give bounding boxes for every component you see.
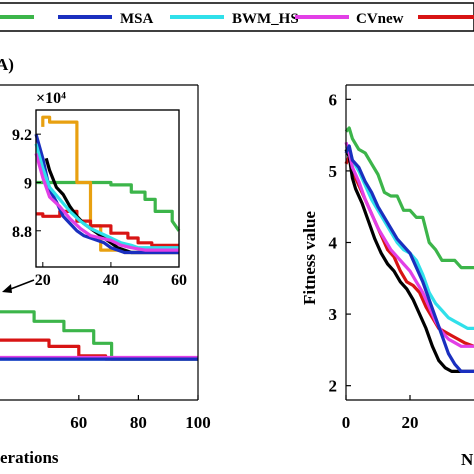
panel-a-plot-area [0,310,198,361]
panel-b-series-line-3 [344,144,474,330]
panel-b-x-ticks: 0 20 [342,395,419,432]
panel-a-x-tick-label: 60 [70,413,87,432]
panel-b-plot-area [344,126,474,373]
zoom-arrow-head [2,284,12,293]
inset-zoom: 20 40 60 8.8 9 9.2 ×10⁴ [12,90,187,289]
panel-b-series-line-4 [344,141,474,348]
panel-b-series-line-5 [344,144,474,373]
panel-b-x-tick-label: 0 [342,413,351,432]
inset-y-ticks: 8.8 9 9.2 [12,127,41,241]
inset-y-tick-label: 9 [24,175,32,192]
legend-label-cvnew: CVnew [356,11,404,27]
inset-x-tick-label: 20 [35,272,51,289]
panel-b-y-tick-label: 6 [329,90,338,109]
inset-y-tick-label: 9.2 [12,127,32,144]
inset-x-tick-label: 40 [103,272,119,289]
inset-series-line-2 [36,209,179,247]
panel-b-y-tick-label: 3 [329,305,338,324]
inset-y-tick-label: 8.8 [12,224,32,241]
inset-series-line-0 [36,180,181,232]
inset-exponent-label: ×10⁴ [36,90,66,107]
panel-a-x-axis-label: erations [0,448,59,467]
inset-x-ticks: 20 40 60 [35,262,187,289]
panel-a-x-ticks: 60 80 100 [70,395,211,432]
legend-label-msa: MSA [120,11,154,27]
panel-b-series-line-0 [344,126,474,270]
panel-b-y-tick-label: 5 [329,162,338,181]
panel-a-x-tick-label: 80 [130,413,147,432]
zoom-arrow [7,279,35,291]
panel-b-y-tick-label: 2 [329,377,338,396]
inset-plot-area [34,115,181,255]
panel-b-x-tick-label: 20 [402,413,419,432]
inset-series-line-6 [34,153,179,252]
panel-a-series-line-0 [0,310,198,361]
legend: MSA BWM_HS CVnew [0,2,474,32]
panel-b-y-ticks: 2 3 4 5 6 [329,90,351,396]
panel-b-series-line-2 [344,148,474,373]
panel-b-y-tick-label: 4 [329,234,338,253]
inset-x-tick-label: 60 [171,272,187,289]
panel-a-label: A) [0,55,14,74]
panel-a-x-tick-label: 100 [185,413,211,432]
inset-border [35,109,180,268]
legend-label-bwm-hs: BWM_HS [232,11,299,27]
panel-b-y-axis-label: Fitness value [300,211,319,305]
panel-b-x-axis-label: N [461,450,474,469]
